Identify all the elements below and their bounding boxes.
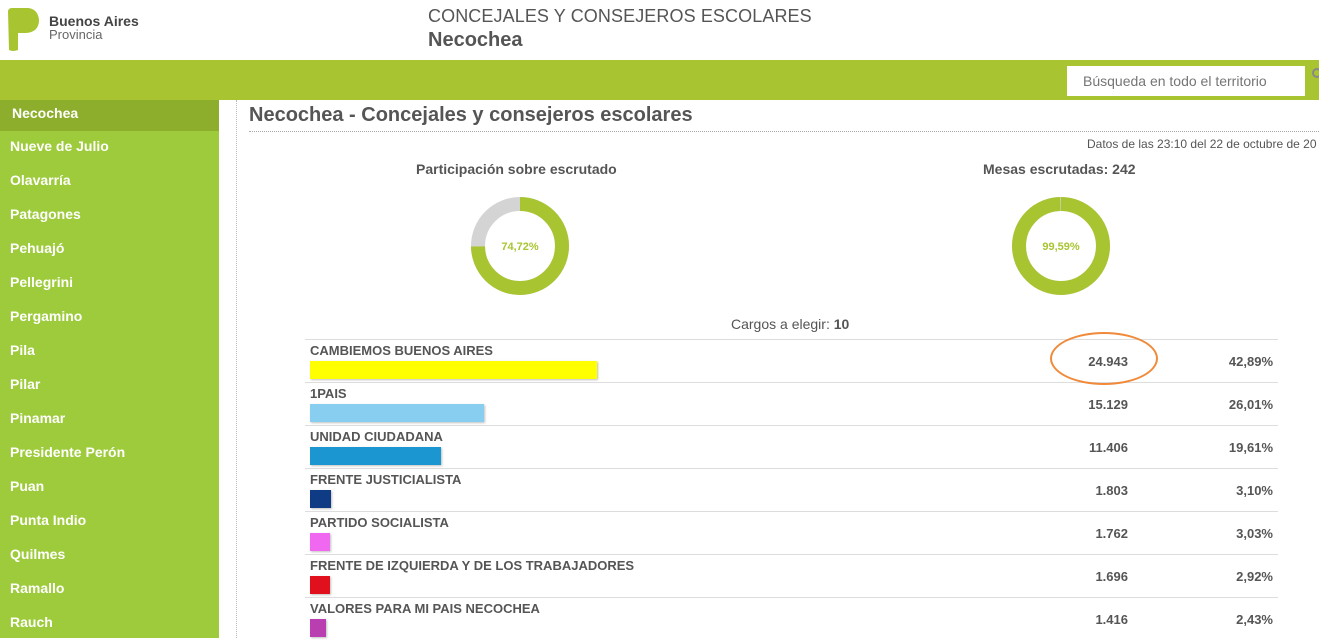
- election-title: CONCEJALES Y CONSEJEROS ESCOLARES: [428, 6, 812, 26]
- result-row: FRENTE DE IZQUIERDA Y DE LOS TRABAJADORE…: [305, 554, 1278, 597]
- participation-donut: 74,72%: [471, 197, 569, 295]
- party-votes: 1.803: [1095, 483, 1128, 498]
- sidebar-item-presidente-peron[interactable]: Presidente Perón: [10, 444, 126, 460]
- result-row: 1PAIS 15.129 26,01%: [305, 382, 1278, 425]
- sidebar-item-nueve-de-julio[interactable]: Nueve de Julio: [10, 138, 109, 154]
- province-map-icon: [8, 8, 39, 51]
- mesas-value: 99,59%: [1042, 241, 1080, 253]
- result-row: PARTIDO SOCIALISTA 1.762 3,03%: [305, 511, 1278, 554]
- party-votes: 1.696: [1095, 569, 1128, 584]
- participation-label: Participación sobre escrutado: [416, 161, 617, 177]
- participation-value: 74,72%: [501, 241, 539, 253]
- sidebar-item-necochea[interactable]: Necochea: [0, 100, 219, 131]
- party-bar: [310, 533, 330, 551]
- sidebar-item-pellegrini[interactable]: Pellegrini: [10, 274, 74, 290]
- party-bar: [310, 404, 484, 422]
- sidebar-item-olavarria[interactable]: Olavarría: [10, 172, 71, 188]
- highlight-circle: [1050, 332, 1158, 385]
- data-timestamp: Datos de las 23:10 del 22 de octubre de …: [1087, 137, 1317, 151]
- logo-line2: Provincia: [49, 27, 103, 42]
- search-input[interactable]: [1067, 66, 1305, 96]
- cargos-value: 10: [833, 316, 850, 332]
- cargos-a-elegir: Cargos a elegir: 10: [731, 316, 849, 332]
- party-name: UNIDAD CIUDADANA: [310, 429, 443, 444]
- party-name: PARTIDO SOCIALISTA: [310, 515, 449, 530]
- party-votes: 15.129: [1088, 397, 1128, 412]
- mesas-label: Mesas escrutadas: 242: [983, 161, 1136, 177]
- sidebar: Necochea Nueve de Julio Olavarría Patago…: [0, 100, 219, 638]
- sidebar-item-pergamino[interactable]: Pergamino: [10, 308, 83, 324]
- sidebar-item-patagones[interactable]: Patagones: [10, 206, 81, 222]
- logo-text: Buenos Aires Provincia: [49, 14, 139, 42]
- party-percent: 19,61%: [1228, 440, 1273, 455]
- search-icon[interactable]: [1312, 68, 1319, 78]
- result-row: VALORES PARA MI PAIS NECOCHEA 1.416 2,43%: [305, 597, 1278, 640]
- title-divider: [249, 131, 1319, 132]
- sidebar-item-ramallo[interactable]: Ramallo: [10, 580, 65, 596]
- sidebar-item-puan[interactable]: Puan: [10, 478, 45, 494]
- party-percent: 26,01%: [1228, 397, 1273, 412]
- content-divider: [236, 100, 237, 638]
- party-percent: 2,43%: [1236, 612, 1273, 627]
- sidebar-item-pehuajo[interactable]: Pehuajó: [10, 240, 65, 256]
- party-percent: 2,92%: [1236, 569, 1273, 584]
- party-percent: 3,10%: [1236, 483, 1273, 498]
- party-name: FRENTE JUSTICIALISTA: [310, 472, 462, 487]
- party-name: CAMBIEMOS BUENOS AIRES: [310, 343, 493, 358]
- party-bar: [310, 490, 331, 508]
- mesas-donut-arc: [1012, 197, 1110, 295]
- party-name: 1PAIS: [310, 386, 347, 401]
- cargos-label: Cargos a elegir:: [731, 316, 834, 332]
- header: Buenos Aires Provincia CONCEJALES Y CONS…: [0, 0, 1319, 60]
- logo-line1: Buenos Aires: [49, 13, 139, 29]
- sidebar-item-pinamar[interactable]: Pinamar: [10, 410, 66, 426]
- party-name: FRENTE DE IZQUIERDA Y DE LOS TRABAJADORE…: [310, 558, 635, 573]
- page-title: Necochea - Concejales y consejeros escol…: [249, 104, 693, 126]
- sidebar-item-quilmes[interactable]: Quilmes: [10, 546, 66, 562]
- sidebar-item-pila[interactable]: Pila: [10, 342, 35, 358]
- party-bar: [310, 447, 441, 465]
- district-title: Necochea: [428, 29, 523, 51]
- party-percent: 3,03%: [1236, 526, 1273, 541]
- party-bar: [310, 619, 326, 637]
- participation-donut-arc: [471, 197, 569, 295]
- party-bar: [310, 361, 597, 379]
- sidebar-item-rauch[interactable]: Rauch: [10, 614, 53, 630]
- party-bar: [310, 576, 330, 594]
- mesas-donut: 99,59%: [1012, 197, 1110, 295]
- result-row: UNIDAD CIUDADANA 11.406 19,61%: [305, 425, 1278, 468]
- party-votes: 1.416: [1095, 612, 1128, 627]
- sidebar-item-punta-indio[interactable]: Punta Indio: [10, 512, 87, 528]
- party-votes: 11.406: [1088, 440, 1128, 455]
- party-name: VALORES PARA MI PAIS NECOCHEA: [310, 601, 540, 616]
- sidebar-item-pilar[interactable]: Pilar: [10, 376, 41, 392]
- result-row: FRENTE JUSTICIALISTA 1.803 3,10%: [305, 468, 1278, 511]
- buenos-aires-logo[interactable]: Buenos Aires Provincia: [6, 6, 146, 54]
- party-percent: 42,89%: [1228, 354, 1273, 369]
- party-votes: 1.762: [1095, 526, 1128, 541]
- results-table: CAMBIEMOS BUENOS AIRES 24.943 42,89% 1PAIS 1…: [305, 339, 1278, 640]
